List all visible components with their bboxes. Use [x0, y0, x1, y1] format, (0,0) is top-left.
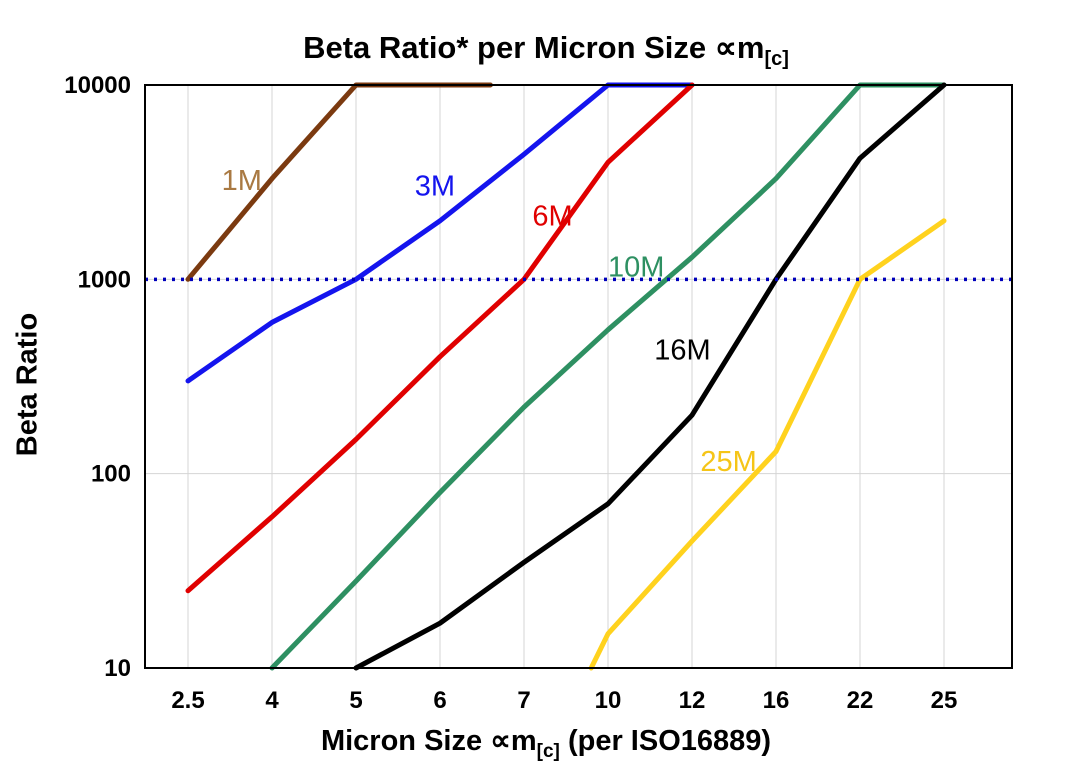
x-tick-label: 25 [931, 687, 958, 714]
chart-title-subscript: [c] [764, 48, 789, 71]
x-tick-label: 10 [595, 687, 622, 714]
series-line-25M [588, 218, 947, 671]
x-tick-label: 5 [349, 687, 362, 714]
x-axis-label-text: Micron Size ∝m [320, 725, 537, 757]
y-tick-label: 10 [104, 655, 131, 682]
series-line-16M [353, 82, 947, 671]
series-label-1M: 1M [222, 165, 262, 197]
chart-title: Beta Ratio* per Micron Size ∝m[c] [0, 30, 1092, 71]
plot-border [144, 84, 1013, 669]
x-tick-label: 4 [265, 687, 279, 714]
x-tick-label: 7 [517, 687, 530, 714]
x-tick-label: 6 [433, 687, 446, 714]
x-tick-label: 2.5 [171, 687, 204, 714]
x-axis-label-subscript: [c] [536, 740, 560, 762]
x-axis-label-suffix: (per ISO16889) [559, 725, 772, 757]
series-label-6M: 6M [532, 201, 572, 233]
x-tick-label: 16 [763, 687, 790, 714]
x-tick-label: 12 [679, 687, 706, 714]
y-axis-label: Beta Ratio [11, 312, 44, 457]
x-axis-label: Micron Size ∝m[c] (per ISO16889) [0, 723, 1092, 763]
series-label-25M: 25M [700, 446, 756, 478]
chart-title-text: Beta Ratio* per Micron Size ∝m [303, 30, 765, 65]
y-tick-label: 10000 [64, 72, 131, 99]
y-tick-label: 100 [91, 461, 131, 488]
series-label-10M: 10M [608, 252, 664, 284]
series-label-3M: 3M [415, 171, 455, 203]
y-tick-label: 1000 [78, 266, 131, 293]
x-tick-label: 22 [847, 687, 874, 714]
series-line-10M [269, 82, 947, 671]
series-label-16M: 16M [654, 335, 710, 367]
series-line-6M [185, 82, 695, 594]
